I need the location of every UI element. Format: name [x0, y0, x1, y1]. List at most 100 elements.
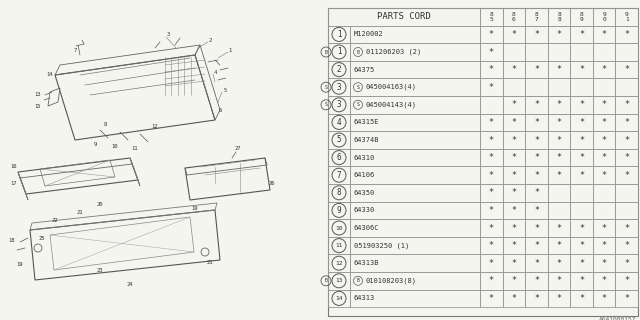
Bar — [480, 43, 502, 61]
Bar — [350, 254, 480, 272]
Text: S: S — [324, 85, 328, 90]
Bar — [570, 272, 593, 290]
Bar — [502, 184, 525, 202]
Bar — [616, 131, 638, 149]
Text: 14: 14 — [47, 73, 53, 77]
Bar — [548, 114, 570, 131]
Bar — [328, 61, 350, 78]
Text: 16: 16 — [11, 164, 17, 169]
Text: *: * — [489, 294, 494, 303]
Bar — [616, 8, 638, 26]
Bar — [616, 114, 638, 131]
Bar — [525, 272, 548, 290]
Text: *: * — [511, 30, 516, 39]
Bar — [570, 61, 593, 78]
Bar — [616, 219, 638, 237]
Text: *: * — [602, 294, 607, 303]
Text: 64306C: 64306C — [354, 225, 380, 231]
Text: 7: 7 — [337, 171, 341, 180]
Bar — [525, 43, 548, 61]
Bar — [525, 114, 548, 131]
Text: *: * — [579, 153, 584, 162]
Bar — [570, 237, 593, 254]
Bar — [350, 166, 480, 184]
Text: *: * — [534, 294, 539, 303]
Bar — [350, 237, 480, 254]
Text: 12: 12 — [152, 124, 158, 129]
Text: 19: 19 — [17, 261, 23, 267]
Bar — [525, 78, 548, 96]
Bar — [593, 237, 616, 254]
Bar — [502, 149, 525, 166]
Bar — [570, 131, 593, 149]
Bar — [525, 219, 548, 237]
Text: *: * — [602, 135, 607, 145]
Text: 5: 5 — [337, 135, 341, 145]
Text: 64374B: 64374B — [354, 137, 380, 143]
Bar — [548, 26, 570, 43]
Bar — [502, 272, 525, 290]
Text: *: * — [489, 47, 494, 57]
Text: 8
8: 8 8 — [557, 12, 561, 22]
Bar — [593, 272, 616, 290]
Bar — [525, 254, 548, 272]
Text: *: * — [602, 241, 607, 250]
Text: *: * — [557, 294, 561, 303]
Bar — [570, 184, 593, 202]
Bar — [593, 8, 616, 26]
Bar — [502, 237, 525, 254]
Bar — [548, 290, 570, 307]
Text: 1: 1 — [337, 30, 341, 39]
Text: 64313B: 64313B — [354, 260, 380, 266]
Text: *: * — [557, 100, 561, 109]
Bar — [350, 290, 480, 307]
Text: *: * — [489, 83, 494, 92]
Bar — [593, 290, 616, 307]
Text: *: * — [534, 223, 539, 233]
Bar — [616, 96, 638, 114]
Text: 5: 5 — [223, 87, 227, 92]
Bar — [548, 43, 570, 61]
Text: *: * — [624, 135, 629, 145]
Bar — [525, 26, 548, 43]
Bar — [328, 290, 350, 307]
Bar — [350, 26, 480, 43]
Bar — [548, 149, 570, 166]
Text: *: * — [511, 153, 516, 162]
Bar — [328, 237, 350, 254]
Bar — [328, 202, 350, 219]
Text: 4: 4 — [213, 69, 216, 75]
Bar — [502, 8, 525, 26]
Text: 11: 11 — [132, 146, 138, 150]
Text: *: * — [624, 118, 629, 127]
Text: 11: 11 — [335, 243, 343, 248]
Text: *: * — [602, 223, 607, 233]
Text: 6: 6 — [218, 108, 221, 113]
Text: *: * — [534, 135, 539, 145]
Text: *: * — [624, 171, 629, 180]
Text: A641000157: A641000157 — [598, 317, 636, 320]
Text: *: * — [489, 118, 494, 127]
Bar — [480, 254, 502, 272]
Text: 64310: 64310 — [354, 155, 375, 161]
Text: *: * — [511, 135, 516, 145]
Bar — [328, 114, 350, 131]
Text: *: * — [624, 65, 629, 74]
Bar — [548, 78, 570, 96]
Text: 3: 3 — [337, 83, 341, 92]
Text: *: * — [489, 276, 494, 285]
Text: *: * — [534, 100, 539, 109]
Text: 19: 19 — [192, 205, 198, 211]
Bar — [616, 166, 638, 184]
Text: *: * — [511, 223, 516, 233]
Bar — [350, 149, 480, 166]
Text: 64315E: 64315E — [354, 119, 380, 125]
Text: 1: 1 — [228, 47, 232, 52]
Bar — [350, 114, 480, 131]
Bar — [328, 26, 350, 43]
Bar — [548, 184, 570, 202]
Text: *: * — [557, 259, 561, 268]
Text: *: * — [511, 276, 516, 285]
Bar — [616, 26, 638, 43]
Text: 25: 25 — [39, 236, 45, 241]
